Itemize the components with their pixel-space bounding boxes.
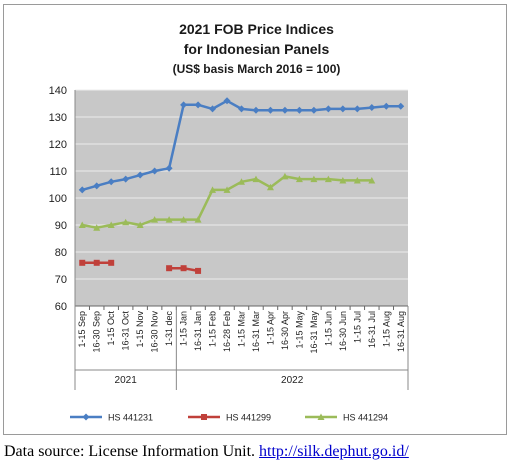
data-point-hs-441294 [368, 176, 376, 184]
data-point-hs-441231 [93, 182, 101, 190]
data-point-hs-441294 [93, 224, 101, 231]
y-tick-label: 60 [55, 301, 67, 313]
data-point-hs-441294 [238, 178, 245, 185]
x-tick-label: 16-28 Feb [222, 311, 232, 352]
data-point-hs-441294 [136, 221, 144, 228]
line-chart: 60 70 80 90 100 110 120 130 140 1-15 Sep 16-30 Sep… [49, 85, 409, 423]
data-point-hs-441231 [151, 167, 159, 175]
x-tick-label: 1-15 Aug [381, 311, 391, 347]
data-point-hs-441231 [397, 102, 405, 110]
legend-label: HS 441231 [108, 413, 153, 423]
y-tick-label: 70 [55, 274, 67, 286]
data-point-hs-441294 [180, 216, 188, 223]
y-tick-label: 100 [49, 193, 67, 205]
x-tick-label: 16-30 Nov [150, 311, 160, 353]
x-tick-label: 1-15 Sep [77, 311, 87, 348]
x-tick-label: 16-31 May [309, 311, 319, 354]
data-point-hs-441294 [252, 175, 260, 183]
x-tick-label: 16-30 Sep [92, 311, 102, 353]
legend-label: HS 441294 [343, 413, 388, 423]
data-point-hs-441294 [324, 175, 332, 183]
data-point-hs-441294 [151, 216, 159, 223]
y-tick-label: 80 [55, 247, 67, 259]
x-tick-label: 16-31 Mar [251, 311, 261, 352]
data-point-hs-441294 [353, 176, 361, 184]
data-point-hs-441231 [295, 106, 303, 114]
x-tick-label: 1-15 Jun [323, 311, 333, 346]
x-tick-label: 1-15 Jul [352, 311, 362, 343]
data-point-hs-441294 [223, 186, 231, 193]
data-source-label: Data source: License Information Unit. [4, 443, 256, 460]
data-point-hs-441299 [93, 259, 100, 266]
data-point-hs-441231 [78, 186, 86, 194]
data-point-hs-441231 [324, 105, 332, 113]
data-point-hs-441231 [209, 105, 217, 113]
data-point-hs-441231 [266, 106, 274, 114]
data-source-link[interactable]: http://silk.dephut.go.id/ [259, 443, 409, 460]
x-tick-label: 1-15 Oct [106, 311, 116, 346]
data-point-hs-441231 [238, 105, 245, 113]
x-tick-label: 16-31 Jul [367, 311, 377, 348]
x-tick-label: 1-15 Apr [265, 311, 275, 345]
data-point-hs-441299 [180, 265, 187, 272]
data-point-hs-441231 [107, 178, 115, 186]
year-group-label: 2022 [281, 375, 304, 386]
y-tick-label: 140 [49, 85, 67, 97]
data-point-hs-441294 [339, 176, 347, 184]
y-tick-label: 120 [49, 139, 67, 151]
data-point-hs-441299 [108, 259, 115, 266]
data-point-hs-441294 [107, 221, 115, 228]
y-tick-label: 130 [49, 112, 67, 124]
y-tick-label: 110 [49, 166, 67, 178]
data-point-hs-441231 [165, 164, 173, 172]
data-point-hs-441231 [194, 101, 202, 109]
x-tick-label: 1-15 Jan [179, 311, 189, 346]
data-point-hs-441294 [310, 175, 318, 183]
chart-title-line-2: for Indonesian Panels [183, 41, 330, 57]
x-tick-label: 1-15 Feb [208, 311, 218, 347]
legend-marker [317, 413, 325, 420]
x-tick-label: 1-15 Mar [237, 311, 247, 347]
chart-subtitle: (US$ basis March 2016 = 100) [172, 62, 341, 76]
year-group-label: 2021 [115, 375, 138, 386]
data-point-hs-441231 [122, 175, 130, 183]
chart-title: 2021 FOB Price Indices [179, 21, 334, 37]
legend-marker [82, 413, 90, 421]
x-tick-label: 1-15 May [294, 311, 304, 349]
data-point-hs-441231 [339, 105, 347, 113]
x-tick-label: 16-30 Apr [280, 311, 290, 350]
data-point-hs-441231 [382, 102, 390, 110]
data-point-hs-441294 [194, 216, 202, 223]
data-point-hs-441299 [166, 265, 173, 272]
legend-label: HS 441299 [226, 413, 271, 423]
data-point-hs-441294 [281, 172, 289, 180]
data-point-hs-441294 [295, 175, 303, 183]
data-point-hs-441231 [223, 97, 231, 105]
data-point-hs-441231 [136, 171, 144, 179]
data-point-hs-441231 [353, 105, 361, 113]
x-tick-label: 1-15 Nov [135, 311, 145, 348]
data-point-hs-441231 [180, 101, 188, 109]
data-point-hs-441294 [78, 221, 86, 228]
data-point-hs-441231 [310, 106, 318, 114]
x-tick-label: 16-31 Aug [396, 311, 406, 352]
data-point-hs-441231 [252, 106, 260, 114]
x-tick-label: 16-31 Jan [193, 311, 203, 351]
data-source-note: Data source: License Information Unit. h… [4, 443, 513, 461]
data-point-hs-441294 [266, 183, 274, 191]
data-point-hs-441294 [122, 218, 130, 226]
y-tick-label: 90 [55, 220, 67, 232]
data-point-hs-441294 [209, 186, 217, 193]
x-tick-label: 16-31 Oct [121, 311, 131, 351]
data-point-hs-441294 [165, 216, 173, 223]
x-tick-label: 1-31 dec [164, 311, 174, 347]
data-point-hs-441231 [281, 106, 289, 114]
data-point-hs-441299 [195, 267, 202, 274]
x-tick-label: 16-30 Jun [338, 311, 348, 351]
data-point-hs-441231 [368, 104, 376, 112]
data-point-hs-441299 [79, 259, 86, 266]
legend-marker [201, 414, 207, 420]
